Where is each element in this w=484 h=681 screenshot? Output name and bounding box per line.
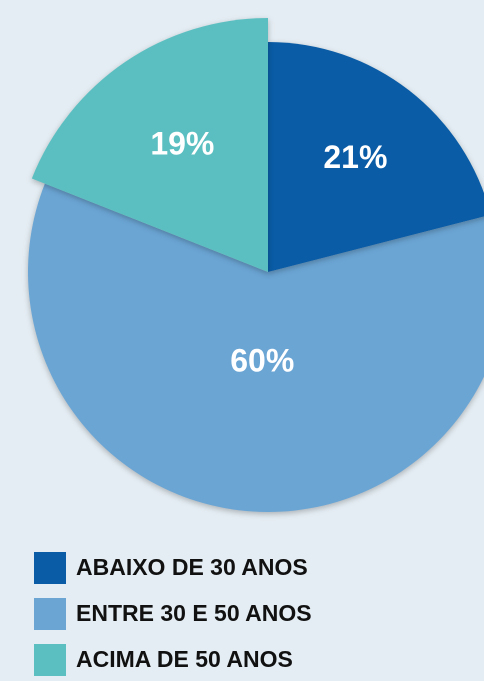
pie-slice xyxy=(28,183,484,512)
legend-swatch xyxy=(34,644,66,676)
legend-swatch xyxy=(34,598,66,630)
legend-label: ABAIXO DE 30 ANOS xyxy=(76,554,308,580)
pie-slice xyxy=(268,42,484,272)
pie-slice xyxy=(31,18,268,272)
data-label: 19% xyxy=(150,125,214,161)
data-label: 21% xyxy=(323,139,387,175)
legend-swatch xyxy=(34,552,66,584)
legend-label: ACIMA DE 50 ANOS xyxy=(76,646,293,672)
data-label: 60% xyxy=(230,342,294,378)
legend-label: ENTRE 30 E 50 ANOS xyxy=(76,600,312,626)
